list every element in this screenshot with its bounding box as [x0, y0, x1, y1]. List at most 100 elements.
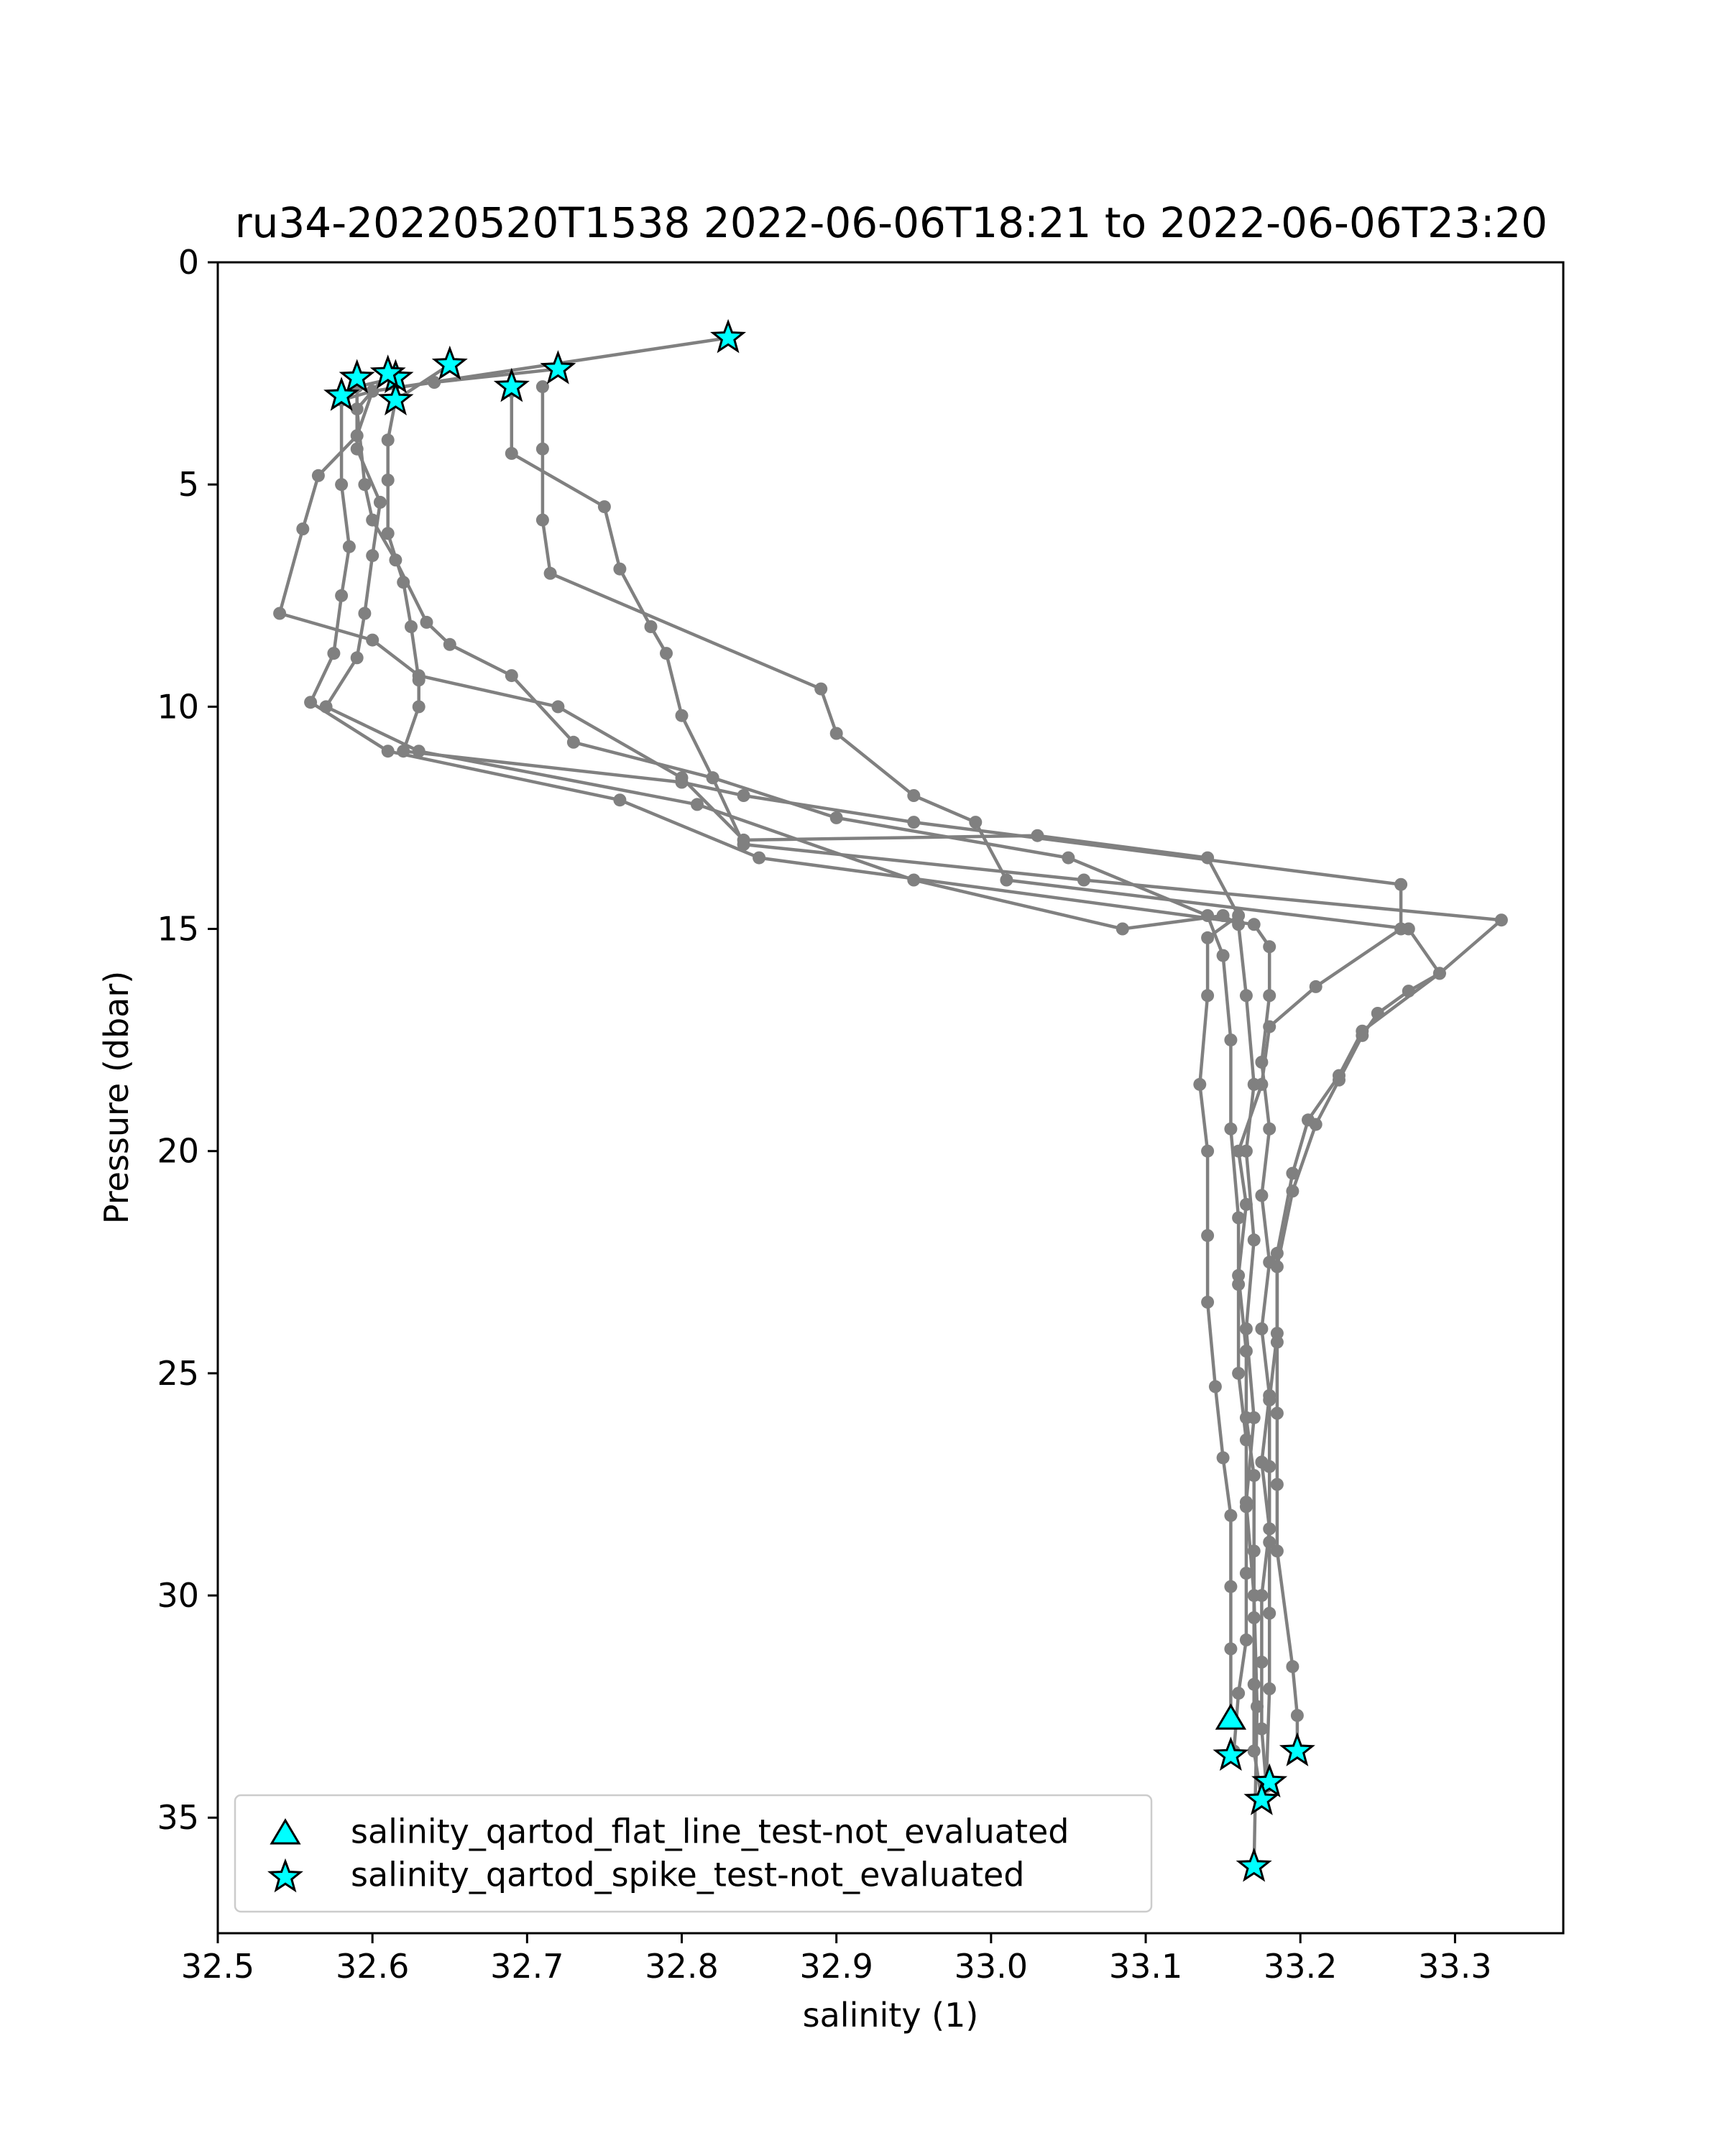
profile-1-point-19	[1255, 1322, 1269, 1335]
legend-triangle-shape	[270, 1818, 301, 1845]
profile-5-point-18	[1247, 1233, 1261, 1247]
profile-line-7	[355, 372, 1248, 1751]
profile-5-point-19	[1239, 1322, 1253, 1335]
profile-4-point-4	[613, 562, 627, 576]
profile-1-point-24	[1255, 1655, 1269, 1669]
spike-flag-marker-1	[710, 318, 747, 354]
profile-3-point-14	[1394, 877, 1408, 891]
profile-3-point-3	[381, 433, 395, 447]
profile-7-point-3	[358, 478, 372, 492]
profile-6-point-2	[535, 442, 549, 456]
profile-4-point-10	[1077, 873, 1090, 887]
profile-7-point-9	[566, 735, 580, 749]
profile-7-point-14	[1216, 949, 1230, 962]
profile-3-point-12	[737, 789, 750, 802]
profile-2-point-2	[428, 376, 441, 389]
profile-1-point-13	[1263, 940, 1276, 954]
profile-line-6	[540, 387, 1442, 1751]
x-tick-label: 32.7	[490, 1947, 564, 1986]
spike-flag-marker-8	[377, 381, 414, 415]
legend-box	[234, 1794, 1153, 1913]
profile-7-point-24	[1232, 1687, 1246, 1700]
profile-6-point-13	[1333, 1069, 1346, 1082]
x-axis-label: salinity (1)	[803, 1996, 979, 2035]
profile-2-point-23	[1216, 1451, 1230, 1465]
profile-4-point-23	[1263, 1535, 1276, 1549]
profile-5-point-11	[907, 873, 921, 887]
profile-6-point-1	[535, 380, 549, 394]
chart-title: ru34-20220520T1538 2022-06-06T18:21 to 2…	[235, 198, 1547, 247]
profile-6-point-19	[1270, 1478, 1284, 1491]
x-tick-label: 32.8	[645, 1947, 718, 1986]
profile-5-point-22	[1247, 1589, 1261, 1603]
profile-3-point-13	[907, 816, 921, 829]
profile-2-point-5	[311, 469, 325, 482]
profile-2-point-18	[1193, 1077, 1207, 1091]
profile-2-point-17	[1201, 989, 1215, 1003]
spike-flag-marker-5	[369, 354, 406, 389]
profile-6-point-6	[829, 727, 843, 740]
profile-7-point-7	[443, 637, 456, 651]
profile-4-point-25	[1263, 1682, 1276, 1695]
profile-6-point-7	[907, 789, 921, 802]
profile-5-point-13	[1216, 909, 1230, 922]
profile-1-point-10	[613, 793, 627, 807]
profile-5-point-4	[373, 495, 387, 509]
profile-7-point-22	[1239, 1567, 1253, 1580]
profile-7-point-21	[1239, 1500, 1253, 1514]
legend-star-marker	[267, 1858, 303, 1893]
profile-7-point-16	[1224, 1122, 1238, 1135]
profile-2-point-19	[1201, 1144, 1215, 1158]
profile-7-point-19	[1232, 1366, 1246, 1380]
x-tick-label: 32.9	[799, 1947, 873, 1986]
legend: salinity_qartod_flat_line_test-not_evalu…	[234, 1794, 1153, 1913]
profile-3-point-4	[381, 474, 395, 487]
profile-1-point-5	[342, 540, 356, 553]
x-tick-label: 33.3	[1418, 1947, 1491, 1986]
x-tick-label: 33.0	[954, 1947, 1028, 1986]
x-tick-label: 33.1	[1109, 1947, 1182, 1986]
profile-2-point-20	[1201, 1229, 1215, 1243]
y-tick-label: 30	[157, 1576, 199, 1615]
profile-1-point-16	[1263, 1122, 1276, 1135]
profile-7-point-18	[1232, 1278, 1246, 1291]
profile-5-point-7	[350, 651, 364, 665]
profile-7-point-8	[505, 669, 518, 683]
profile-7-point-12	[1062, 851, 1075, 865]
legend-label-spike-test: salinity_qartod_spike_test-not_evaluated	[351, 1856, 1024, 1894]
profile-7-point-4	[366, 513, 380, 527]
profile-7-point-11	[829, 811, 843, 824]
profile-1-point-11	[753, 851, 766, 865]
profile-6-point-9	[1000, 873, 1013, 887]
spike-flag-marker-10	[1213, 1736, 1249, 1771]
profile-5-point-16	[1247, 1077, 1261, 1091]
profile-3-point-17	[1263, 1020, 1276, 1033]
profile-6-point-21	[1286, 1660, 1300, 1673]
y-tick-label: 35	[157, 1798, 199, 1837]
profile-4-point-21	[1263, 1393, 1276, 1406]
profile-2-point-8	[366, 633, 380, 647]
profile-6-point-12	[1356, 1024, 1369, 1038]
profile-4-point-2	[505, 446, 518, 460]
profile-2-point-16	[1201, 931, 1215, 944]
x-tick-label: 32.6	[336, 1947, 409, 1986]
profile-6-point-5	[814, 682, 828, 696]
profile-2-point-7	[273, 607, 287, 620]
profile-6-point-17	[1270, 1335, 1284, 1349]
y-tick-label: 5	[178, 465, 199, 504]
profile-2-point-26	[1224, 1642, 1238, 1656]
profile-3-point-8	[412, 673, 426, 687]
profile-line-4	[510, 391, 1504, 1782]
legend-label-flat-line-test: salinity_qartod_flat_line_test-not_evalu…	[351, 1812, 1069, 1851]
profile-2-point-22	[1208, 1380, 1222, 1393]
profile-4-point-11	[1494, 913, 1508, 927]
y-axis-label: Pressure (dbar)	[97, 971, 136, 1224]
profile-4-point-9	[737, 838, 750, 851]
profile-6-point-8	[969, 816, 983, 829]
profile-6-point-15	[1286, 1166, 1300, 1180]
profile-1-point-8	[304, 696, 318, 709]
profile-3-point-9	[412, 700, 426, 714]
profile-5-point-9	[412, 745, 426, 758]
y-tick-label: 10	[157, 687, 199, 726]
